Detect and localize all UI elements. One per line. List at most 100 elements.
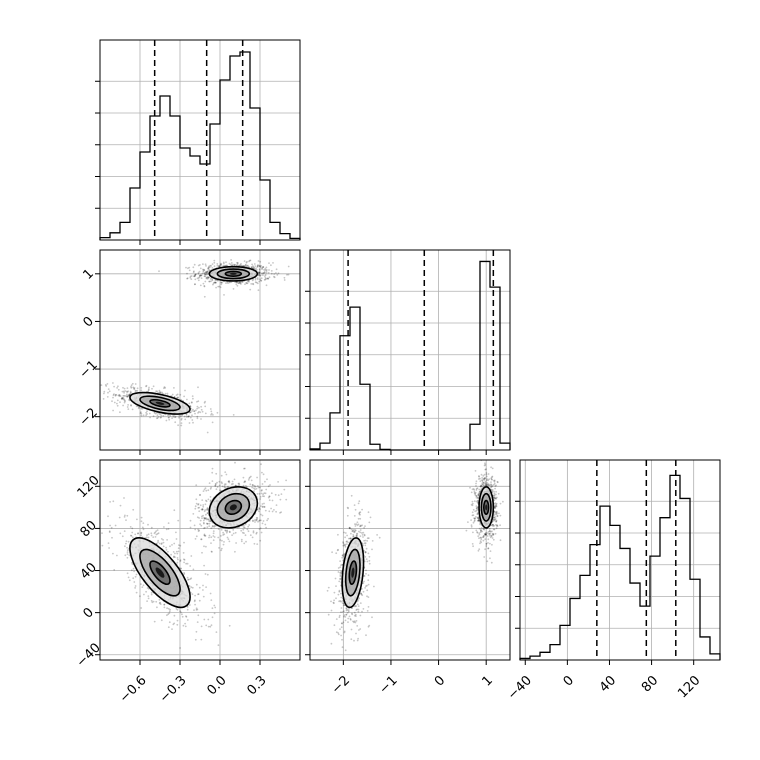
sample-point [196, 417, 199, 420]
sample-point [225, 531, 228, 534]
sample-point [153, 620, 156, 623]
sample-point [339, 566, 342, 569]
sample-point [194, 594, 197, 597]
sample-point [203, 517, 205, 519]
sample-point [160, 619, 163, 622]
sample-point [221, 482, 223, 485]
sample-point [194, 283, 196, 285]
sample-point [145, 590, 148, 593]
sample-point [358, 512, 361, 515]
sample-point [252, 266, 255, 268]
sample-point [263, 502, 265, 505]
sample-point [123, 394, 126, 397]
sample-point [476, 531, 479, 534]
sample-point [277, 494, 280, 497]
sample-point [341, 556, 344, 559]
sample-point [352, 529, 355, 531]
sample-point [102, 398, 105, 400]
sample-point [495, 511, 498, 514]
sample-point [339, 577, 342, 580]
sample-point [202, 584, 204, 587]
sample-point [195, 502, 198, 505]
xtick-label-p1-0: −2 [329, 673, 353, 697]
sample-point [244, 264, 247, 266]
sample-point [201, 551, 203, 554]
sample-point [189, 411, 192, 414]
sample-point [169, 545, 171, 548]
sample-point [494, 512, 497, 515]
sample-point [495, 520, 498, 523]
sample-point [211, 279, 214, 282]
sample-point [206, 518, 208, 521]
sample-point [193, 275, 196, 277]
sample-point [473, 517, 476, 520]
xtick-label-p2-3: 80 [639, 673, 661, 695]
sample-point [485, 533, 487, 536]
sample-point [261, 495, 264, 497]
sample-point [166, 607, 169, 610]
sample-point [204, 271, 206, 274]
sample-point [335, 585, 337, 587]
sample-point [357, 517, 360, 520]
sample-point [189, 604, 191, 606]
sample-point [122, 390, 125, 393]
sample-point [366, 610, 369, 612]
sample-point [261, 522, 264, 525]
sample-point [473, 489, 476, 491]
panel2d-1-mode-0-peak [229, 504, 237, 511]
sample-point [224, 483, 227, 485]
sample-point [347, 610, 350, 613]
sample-point [483, 473, 486, 476]
sample-point [232, 263, 234, 266]
sample-point [163, 603, 166, 606]
sample-point [346, 534, 348, 537]
sample-point [129, 526, 132, 528]
sample-point [140, 531, 143, 534]
sample-point [112, 396, 114, 399]
hist-panel-0 [95, 39, 301, 245]
sample-point [111, 536, 113, 539]
sample-point [480, 529, 482, 532]
sample-point [355, 533, 358, 535]
sample-point [194, 505, 197, 508]
sample-point [210, 412, 213, 415]
sample-point [115, 393, 117, 396]
sample-point [183, 415, 186, 418]
sample-point [254, 277, 257, 280]
sample-point [146, 413, 149, 415]
sample-point [123, 391, 125, 394]
sample-point [489, 542, 491, 545]
sample-point [355, 632, 357, 635]
sample-point [344, 616, 347, 618]
sample-point [365, 634, 367, 637]
sample-point [145, 411, 148, 414]
sample-point [204, 275, 207, 278]
sample-point [496, 481, 499, 484]
sample-point [201, 508, 204, 511]
sample-point [244, 264, 247, 267]
sample-point [363, 533, 366, 536]
sample-point [236, 263, 239, 265]
sample-point [243, 467, 245, 470]
sample-point [145, 385, 147, 388]
sample-point [126, 396, 129, 398]
sample-point [177, 519, 180, 522]
sample-point [138, 406, 141, 409]
sample-point [496, 515, 499, 517]
sample-point [259, 498, 262, 500]
sample-point [495, 503, 497, 506]
sample-point [204, 509, 207, 511]
sample-point [480, 528, 482, 531]
sample-point [220, 481, 223, 484]
sample-point [365, 572, 367, 575]
sample-point [134, 390, 137, 392]
sample-point [481, 530, 484, 533]
sample-point [346, 506, 349, 509]
sample-point [212, 532, 215, 535]
sample-point [258, 269, 261, 271]
panel2d-1-mode-1-peak [155, 567, 165, 578]
sample-point [354, 613, 357, 616]
sample-point [198, 529, 201, 532]
sample-point [260, 277, 263, 280]
sample-point [491, 532, 494, 535]
